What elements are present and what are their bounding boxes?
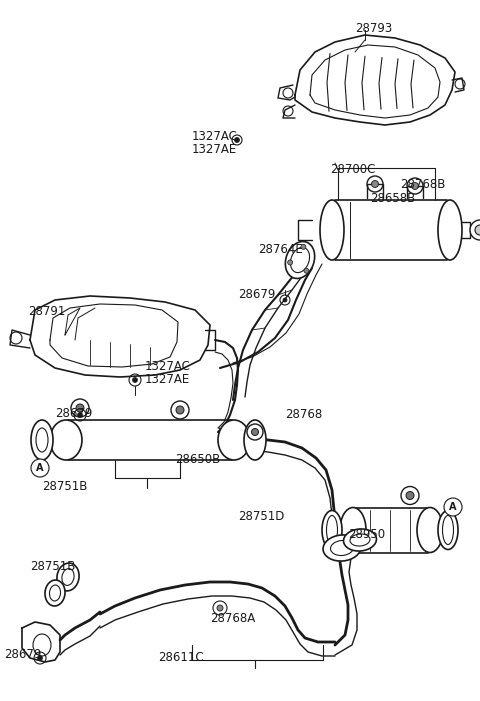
Text: 28764E: 28764E [258,243,303,256]
Text: 1327AE: 1327AE [145,373,190,386]
Text: 28751D: 28751D [238,510,284,523]
Ellipse shape [344,529,376,551]
Text: 28679: 28679 [55,407,92,420]
Text: A: A [449,502,457,512]
Ellipse shape [57,563,79,591]
Ellipse shape [417,508,443,552]
Circle shape [132,378,137,383]
Ellipse shape [320,200,344,260]
Text: 28658B: 28658B [370,192,415,205]
Text: 28768B: 28768B [400,178,445,191]
Text: 1327AE: 1327AE [192,143,237,156]
Circle shape [76,404,84,412]
Circle shape [372,180,379,187]
Circle shape [444,498,462,516]
Circle shape [411,182,419,189]
Circle shape [37,655,43,660]
Text: 28679: 28679 [238,288,276,301]
Text: 28793: 28793 [355,22,392,35]
Circle shape [288,260,293,265]
Ellipse shape [218,420,250,460]
Text: 28650B: 28650B [175,453,220,466]
Circle shape [470,220,480,240]
Ellipse shape [45,580,65,606]
Ellipse shape [340,508,366,552]
Circle shape [301,245,306,250]
Ellipse shape [322,510,342,550]
Circle shape [217,605,223,611]
Ellipse shape [31,420,53,460]
Text: 28950: 28950 [348,528,385,541]
Circle shape [283,298,287,302]
Text: 28700C: 28700C [330,163,375,176]
Circle shape [475,225,480,235]
Ellipse shape [323,535,361,561]
Circle shape [406,491,414,500]
Ellipse shape [438,510,458,550]
Circle shape [31,459,49,477]
Text: 28768: 28768 [285,408,322,421]
Text: 28751B: 28751B [30,560,75,573]
Circle shape [235,137,240,142]
Text: 28751B: 28751B [42,480,87,493]
Ellipse shape [285,242,315,278]
Ellipse shape [244,420,266,460]
Circle shape [176,406,184,414]
Circle shape [252,428,259,435]
Text: 28768A: 28768A [210,612,255,625]
Text: A: A [36,463,44,473]
Circle shape [77,412,83,418]
Ellipse shape [438,200,462,260]
Text: 1327AC: 1327AC [192,130,238,143]
Text: 1327AC: 1327AC [145,360,191,373]
Ellipse shape [50,420,82,460]
Text: 28679: 28679 [4,648,41,661]
Text: 28611C: 28611C [158,651,204,664]
Circle shape [304,268,309,273]
Text: 28791: 28791 [28,305,65,318]
